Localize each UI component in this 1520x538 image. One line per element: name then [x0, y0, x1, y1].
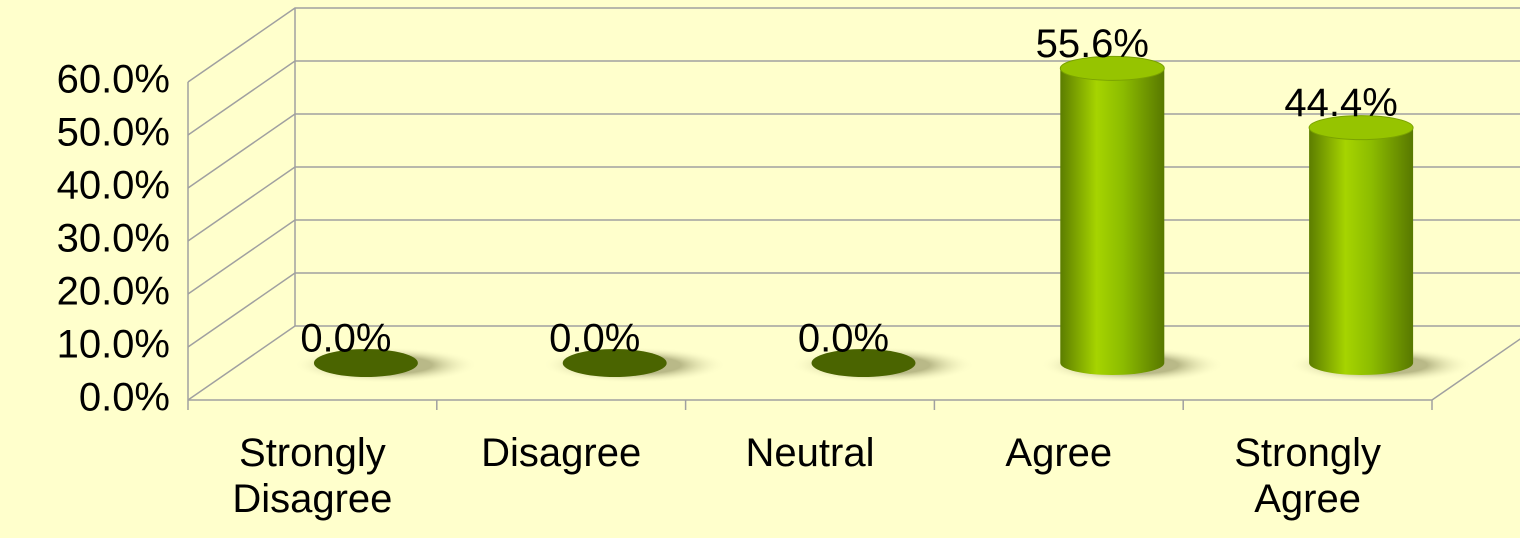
y-tick-label: 30.0%	[57, 217, 170, 261]
bar	[811, 349, 916, 377]
bar	[1309, 127, 1414, 376]
x-tick-label: Strongly Disagree	[232, 431, 393, 521]
data-label: 55.6%	[1036, 22, 1149, 66]
data-label: 0.0%	[798, 317, 889, 361]
y-tick-label: 60.0%	[57, 58, 170, 102]
bar	[562, 349, 667, 377]
bar-top	[1059, 55, 1165, 81]
y-tick-label: 40.0%	[57, 164, 170, 208]
y-tick-label: 20.0%	[57, 270, 170, 314]
x-tick-label: Neutral	[745, 431, 875, 475]
bar-top	[1308, 115, 1414, 141]
x-tick-label: Strongly Agree	[1234, 431, 1381, 521]
bar	[313, 349, 418, 377]
data-label: 0.0%	[300, 317, 391, 361]
y-tick-label: 10.0%	[57, 323, 170, 367]
x-tick-label: Agree	[1005, 431, 1113, 475]
bar	[1060, 68, 1165, 375]
grid-line	[187, 7, 1520, 83]
data-label: 44.4%	[1284, 81, 1397, 125]
y-tick-label: 50.0%	[57, 111, 170, 155]
y-tick-label: 0.0%	[79, 376, 170, 420]
data-label: 0.0%	[549, 317, 640, 361]
x-tick-label: Disagree	[481, 431, 642, 475]
